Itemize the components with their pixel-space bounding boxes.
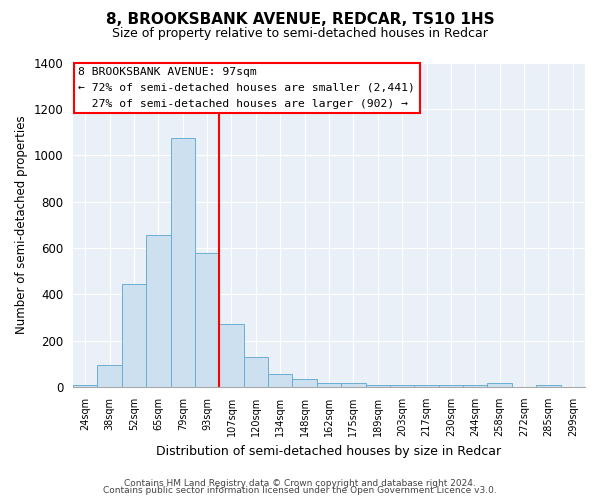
Bar xyxy=(487,384,512,387)
Bar xyxy=(390,384,415,387)
Bar xyxy=(195,252,220,387)
Bar xyxy=(292,379,317,387)
Bar xyxy=(415,384,439,387)
Bar xyxy=(317,384,341,387)
Bar xyxy=(341,384,365,387)
Text: 8 BROOKSBANK AVENUE: 97sqm
← 72% of semi-detached houses are smaller (2,441)
  2: 8 BROOKSBANK AVENUE: 97sqm ← 72% of semi… xyxy=(78,68,415,108)
Bar xyxy=(536,384,560,387)
Bar xyxy=(463,384,487,387)
X-axis label: Distribution of semi-detached houses by size in Redcar: Distribution of semi-detached houses by … xyxy=(157,444,502,458)
Text: Size of property relative to semi-detached houses in Redcar: Size of property relative to semi-detach… xyxy=(112,28,488,40)
Bar xyxy=(244,357,268,387)
Bar xyxy=(146,235,170,387)
Bar xyxy=(439,384,463,387)
Text: Contains public sector information licensed under the Open Government Licence v3: Contains public sector information licen… xyxy=(103,486,497,495)
Y-axis label: Number of semi-detached properties: Number of semi-detached properties xyxy=(15,116,28,334)
Bar xyxy=(220,324,244,387)
Text: Contains HM Land Registry data © Crown copyright and database right 2024.: Contains HM Land Registry data © Crown c… xyxy=(124,478,476,488)
Bar xyxy=(97,365,122,387)
Bar xyxy=(365,384,390,387)
Text: 8, BROOKSBANK AVENUE, REDCAR, TS10 1HS: 8, BROOKSBANK AVENUE, REDCAR, TS10 1HS xyxy=(106,12,494,28)
Bar xyxy=(170,138,195,387)
Bar xyxy=(73,384,97,387)
Bar xyxy=(122,284,146,387)
Bar xyxy=(268,374,292,387)
